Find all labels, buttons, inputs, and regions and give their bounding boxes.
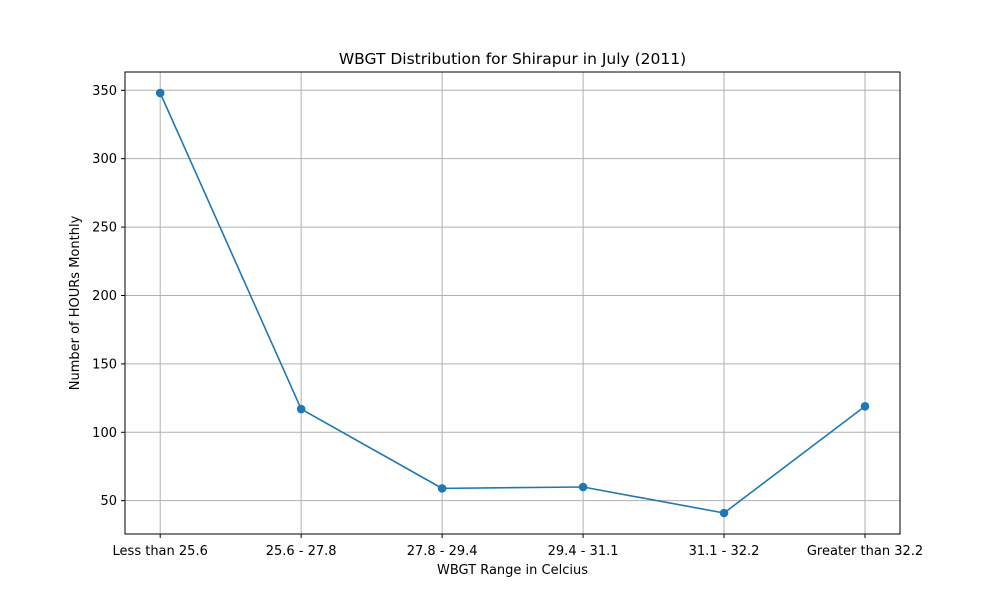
grid — [125, 72, 900, 534]
y-tick-label: 150 — [92, 357, 117, 372]
chart-title: WBGT Distribution for Shirapur in July (… — [339, 50, 686, 68]
y-tick-label: 100 — [92, 426, 117, 441]
data-point — [437, 484, 447, 493]
y-tick-label: 250 — [92, 221, 117, 236]
y-tick-label: 200 — [92, 289, 117, 304]
y-tick-label: 300 — [92, 152, 117, 167]
data-point — [296, 404, 306, 414]
plot-area-frame — [124, 71, 901, 535]
x-tick-label: 29.4 - 31.1 — [548, 544, 619, 559]
data-point — [860, 401, 870, 411]
x-tick-label: 27.8 - 29.4 — [407, 544, 478, 559]
data-point — [155, 88, 165, 98]
x-tick-label: Less than 25.6 — [113, 544, 208, 559]
data-point — [578, 482, 588, 492]
series-layer — [155, 88, 870, 518]
data-point — [719, 508, 729, 518]
x-tick-label: 25.6 - 27.8 — [266, 544, 337, 559]
axis-ticks: Less than 25.6 25.6 - 27.8 27.8 - 29.4 29.4… — [92, 84, 923, 559]
series-line — [159, 92, 866, 514]
x-tick-label: Greater than 32.2 — [807, 544, 923, 559]
y-tick-label: 50 — [100, 494, 117, 509]
y-tick-label: 350 — [92, 84, 117, 99]
x-axis-title: WBGT Range in Celcius — [437, 563, 588, 578]
y-axis-title: Number of HOURs Monthly — [68, 215, 83, 390]
x-tick-label: 31.1 - 32.2 — [689, 544, 760, 559]
